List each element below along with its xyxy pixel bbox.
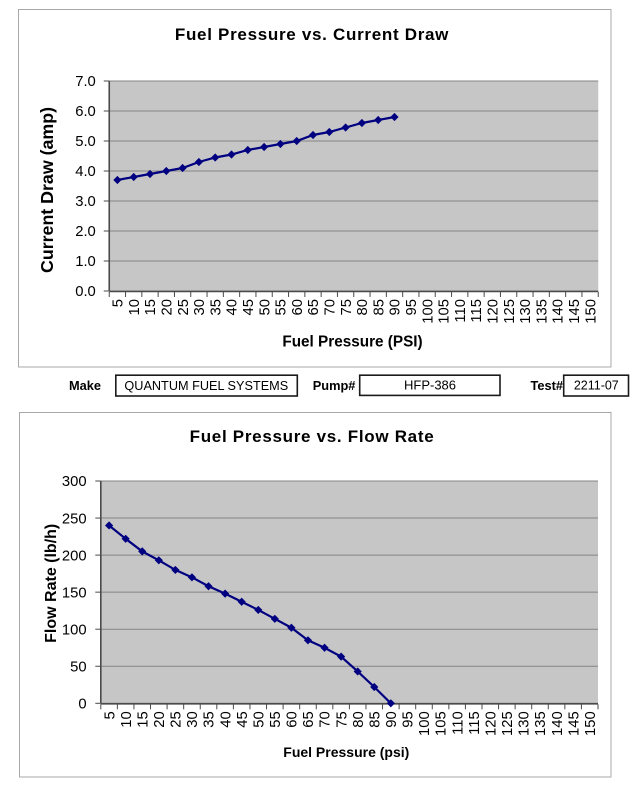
svg-text:250: 250 xyxy=(62,511,87,527)
svg-text:10: 10 xyxy=(119,711,135,727)
svg-text:80: 80 xyxy=(355,299,371,315)
svg-text:135: 135 xyxy=(533,711,549,736)
svg-text:145: 145 xyxy=(566,711,582,736)
svg-text:HFP-386: HFP-386 xyxy=(404,378,456,393)
svg-text:115: 115 xyxy=(469,299,485,323)
svg-text:150: 150 xyxy=(583,711,599,736)
svg-text:95: 95 xyxy=(404,299,420,315)
svg-text:25: 25 xyxy=(169,711,185,727)
svg-text:150: 150 xyxy=(583,299,599,324)
svg-text:55: 55 xyxy=(274,299,290,315)
svg-text:40: 40 xyxy=(225,299,241,315)
svg-text:110: 110 xyxy=(453,299,469,323)
svg-text:Fuel Pressure (psi): Fuel Pressure (psi) xyxy=(283,744,409,760)
svg-text:50: 50 xyxy=(257,299,273,315)
svg-text:2.0: 2.0 xyxy=(75,224,96,240)
svg-text:Current Draw (amp): Current Draw (amp) xyxy=(37,107,57,273)
svg-text:5: 5 xyxy=(111,299,127,307)
svg-text:70: 70 xyxy=(318,711,334,727)
svg-text:100: 100 xyxy=(420,299,436,324)
svg-text:30: 30 xyxy=(192,299,208,315)
svg-text:15: 15 xyxy=(143,299,159,315)
svg-text:3.0: 3.0 xyxy=(75,194,96,210)
svg-text:75: 75 xyxy=(334,711,350,727)
svg-text:90: 90 xyxy=(384,711,400,727)
svg-text:115: 115 xyxy=(467,711,483,735)
svg-text:55: 55 xyxy=(268,711,284,727)
svg-text:85: 85 xyxy=(367,711,383,727)
svg-text:125: 125 xyxy=(502,299,518,324)
svg-text:200: 200 xyxy=(62,548,87,564)
svg-text:140: 140 xyxy=(551,299,567,324)
svg-text:300: 300 xyxy=(62,474,87,490)
svg-text:5: 5 xyxy=(102,711,118,719)
svg-text:45: 45 xyxy=(235,711,251,727)
svg-text:130: 130 xyxy=(517,711,533,736)
svg-text:70: 70 xyxy=(323,299,339,315)
svg-text:140: 140 xyxy=(550,711,566,736)
svg-text:Flow Rate (lb/h): Flow Rate (lb/h) xyxy=(43,524,60,643)
svg-text:35: 35 xyxy=(208,299,224,315)
svg-text:135: 135 xyxy=(534,299,550,324)
svg-text:100: 100 xyxy=(417,711,433,736)
svg-text:80: 80 xyxy=(351,711,367,727)
svg-text:20: 20 xyxy=(152,711,168,727)
svg-text:50: 50 xyxy=(251,711,267,727)
svg-text:110: 110 xyxy=(450,711,466,735)
svg-text:40: 40 xyxy=(218,711,234,727)
svg-text:65: 65 xyxy=(301,711,317,727)
svg-text:60: 60 xyxy=(285,711,301,727)
svg-text:145: 145 xyxy=(567,299,583,324)
svg-text:120: 120 xyxy=(486,299,502,324)
svg-text:100: 100 xyxy=(62,622,87,638)
svg-text:90: 90 xyxy=(388,299,404,315)
svg-text:0: 0 xyxy=(78,697,86,713)
svg-text:35: 35 xyxy=(202,711,218,727)
svg-text:25: 25 xyxy=(176,299,192,315)
svg-text:6.0: 6.0 xyxy=(75,104,96,120)
svg-text:2211-07: 2211-07 xyxy=(574,379,619,393)
svg-text:45: 45 xyxy=(241,299,257,315)
svg-text:105: 105 xyxy=(437,299,453,324)
svg-text:65: 65 xyxy=(306,299,322,315)
svg-text:125: 125 xyxy=(500,711,516,736)
svg-text:95: 95 xyxy=(401,711,417,727)
svg-text:Fuel Pressure vs. Current Draw: Fuel Pressure vs. Current Draw xyxy=(175,25,449,44)
svg-text:150: 150 xyxy=(62,585,87,601)
svg-text:1.0: 1.0 xyxy=(75,254,96,270)
svg-text:QUANTUM FUEL SYSTEMS: QUANTUM FUEL SYSTEMS xyxy=(124,379,288,393)
svg-text:75: 75 xyxy=(339,299,355,315)
svg-text:4.0: 4.0 xyxy=(75,164,96,180)
svg-text:7.0: 7.0 xyxy=(75,74,96,90)
svg-text:10: 10 xyxy=(127,299,143,315)
svg-text:120: 120 xyxy=(483,711,499,736)
svg-text:0.0: 0.0 xyxy=(75,284,96,300)
svg-text:Pump#: Pump# xyxy=(313,378,356,393)
svg-text:60: 60 xyxy=(290,299,306,315)
svg-text:Fuel Pressure vs. Flow Rate: Fuel Pressure vs. Flow Rate xyxy=(190,427,435,446)
svg-text:30: 30 xyxy=(185,711,201,727)
svg-text:130: 130 xyxy=(518,299,534,324)
svg-text:Fuel Pressure (PSI): Fuel Pressure (PSI) xyxy=(282,334,422,351)
svg-text:Test#: Test# xyxy=(531,378,563,393)
svg-text:15: 15 xyxy=(135,711,151,727)
svg-text:5.0: 5.0 xyxy=(75,134,96,150)
svg-text:105: 105 xyxy=(434,711,450,736)
svg-text:Make: Make xyxy=(69,378,101,393)
svg-text:20: 20 xyxy=(160,299,176,315)
svg-text:50: 50 xyxy=(70,659,86,675)
svg-text:85: 85 xyxy=(371,299,387,315)
